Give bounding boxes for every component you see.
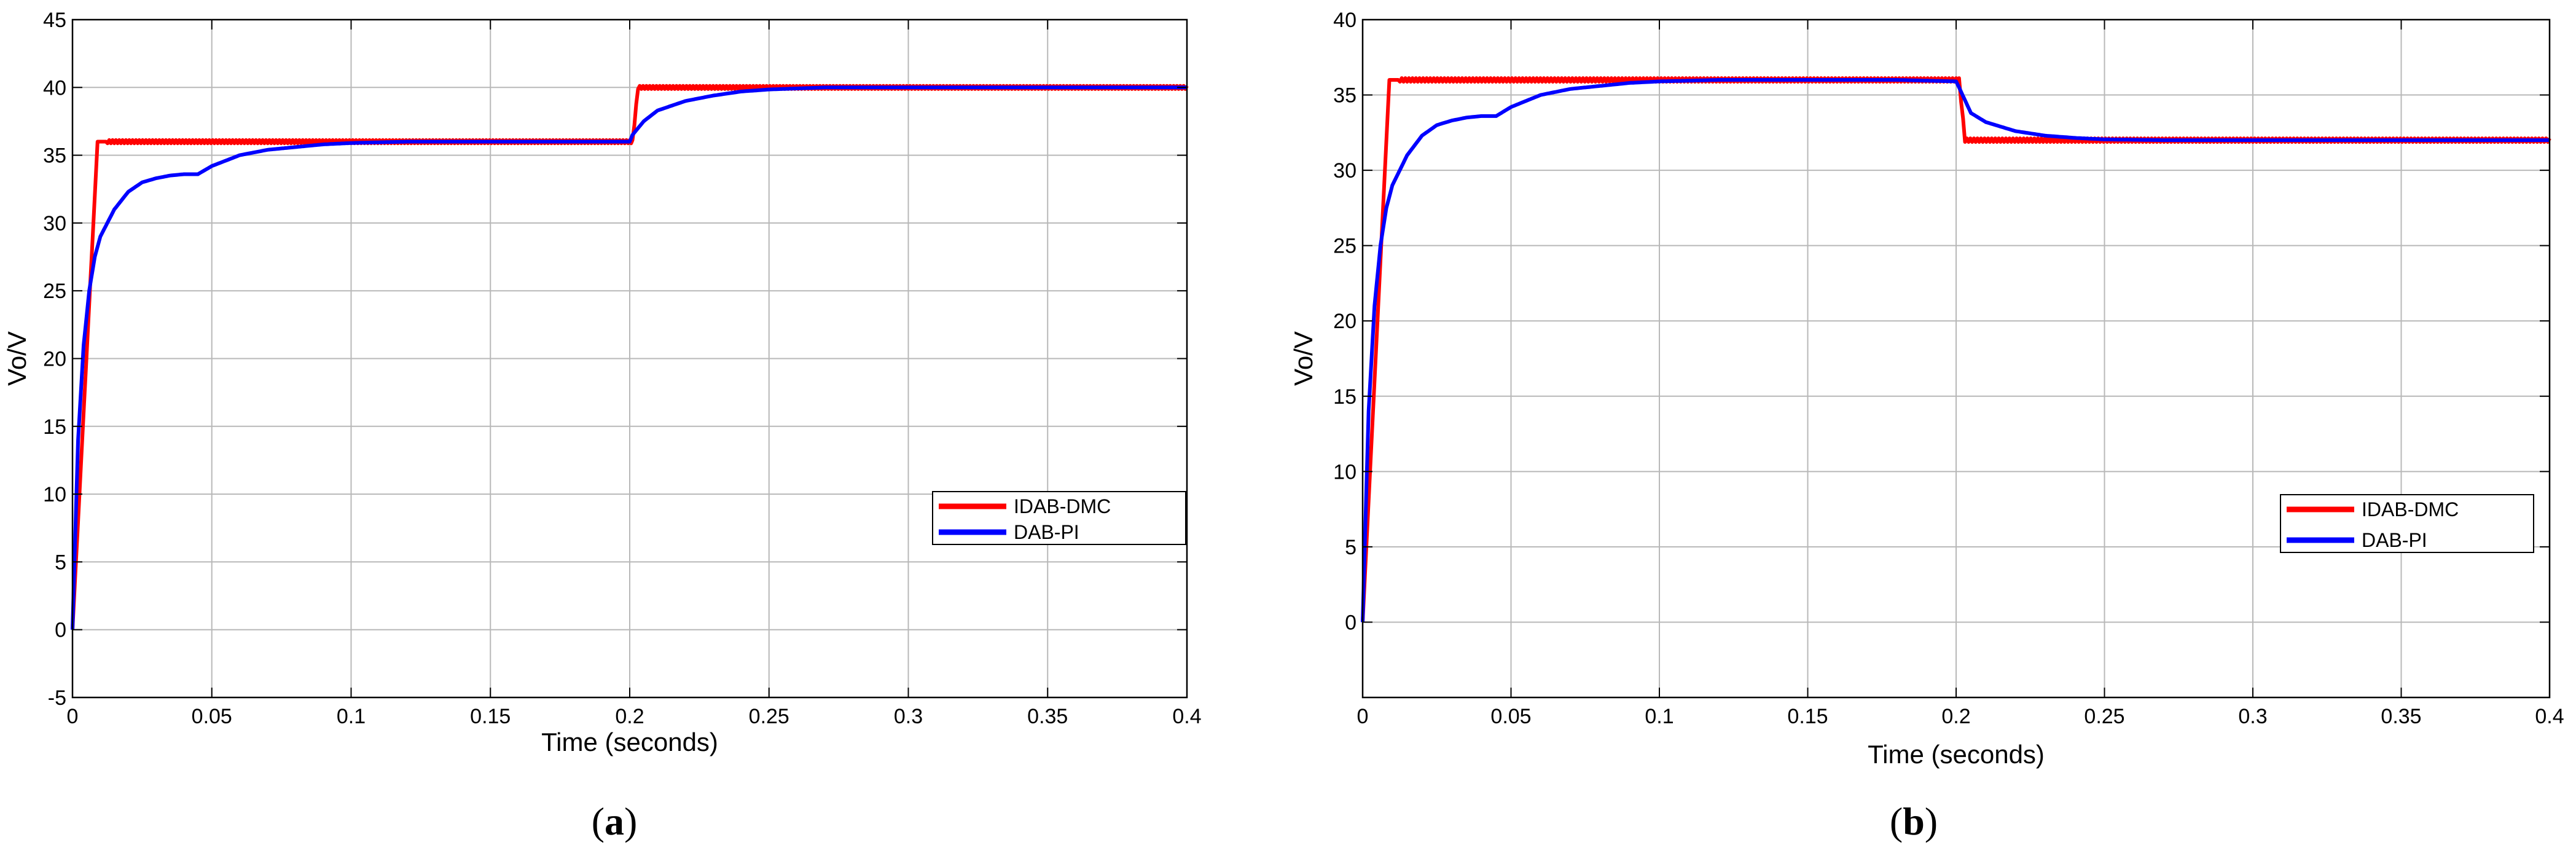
series-line-dab-pi: [71, 85, 1188, 630]
y-tick-label: 15: [43, 415, 66, 439]
legend-label-idab-dmc: IDAB-DMC: [1014, 495, 1111, 517]
panel-caption: (b): [1890, 799, 1938, 843]
y-tick-label: 35: [43, 144, 66, 168]
x-tick-label: 0.3: [894, 705, 923, 728]
x-tick-label: 0.15: [470, 705, 511, 728]
y-tick-label: 25: [43, 280, 66, 303]
legend-box: [932, 491, 1186, 545]
y-tick-label: 20: [43, 348, 66, 371]
legend-label-dab-pi: DAB-PI: [2362, 529, 2427, 551]
x-tick-label: 0.35: [2381, 705, 2421, 728]
legend-label-dab-pi: DAB-PI: [1014, 521, 1079, 543]
x-tick-label: 0.35: [1027, 705, 1068, 728]
chart-panel-a: 0 0.05 0.1 0.15 0.2 0.25 0.3 0.35 0.4-5051015202…: [2, 9, 1202, 843]
legend-label-idab-dmc: IDAB-DMC: [2362, 498, 2459, 520]
y-tick-label: 10: [43, 483, 66, 506]
y-tick-label: -5: [48, 686, 66, 710]
y-tick-label: 5: [55, 551, 66, 574]
x-tick-label: 0.4: [1172, 705, 1201, 728]
y-axis-label: Vo/V: [2, 331, 31, 386]
x-tick-label: 0.15: [1787, 705, 1828, 728]
legend: IDAB-DMC DAB-PI: [932, 491, 1186, 545]
y-tick-label: 40: [43, 76, 66, 100]
y-tick-label: 30: [1333, 159, 1357, 183]
y-tick-label: 15: [1333, 385, 1357, 409]
x-tick-label: 0.3: [2238, 705, 2267, 728]
series-line-dab-pi: [1361, 78, 2550, 622]
y-tick-label: 30: [43, 212, 66, 235]
x-axis-label: Time (seconds): [541, 728, 718, 756]
y-axis-label: Vo/V: [1289, 331, 1318, 386]
x-tick-label: 0.05: [192, 705, 232, 728]
x-tick-label: 0.4: [2535, 705, 2564, 728]
y-tick-label: 25: [1333, 235, 1357, 258]
chart-panel-b: 0 0.05 0.1 0.15 0.2 0.25 0.3 0.35 0.4 0 5 10 15 20 25 3…: [1289, 9, 2564, 843]
y-tick-label: 0: [55, 619, 66, 642]
x-tick-label: 0.2: [615, 705, 644, 728]
y-tick-label: 0: [1345, 611, 1357, 634]
x-axis-label: Time (seconds): [1868, 740, 2045, 769]
y-tick-label: 5: [1345, 536, 1357, 559]
x-tick-label: 0.05: [1490, 705, 1531, 728]
panel-caption: (a): [592, 799, 638, 843]
y-tick-label: 10: [1333, 460, 1357, 484]
x-tick-label: 0.1: [337, 705, 366, 728]
x-tick-label: 0.25: [2084, 705, 2124, 728]
x-tick-label: 0: [1357, 705, 1369, 728]
x-tick-label: 0.2: [1941, 705, 1970, 728]
x-tick-label: 0: [67, 705, 79, 728]
x-tick-label: 0.1: [1645, 705, 1674, 728]
y-tick-label: 35: [1333, 84, 1357, 108]
y-tick-label: 20: [1333, 310, 1357, 333]
x-tick-label: 0.25: [749, 705, 789, 728]
y-tick-label: 40: [1333, 9, 1357, 32]
y-tick-label: 45: [43, 9, 66, 32]
legend: IDAB-DMC DAB-PI: [2280, 494, 2534, 553]
